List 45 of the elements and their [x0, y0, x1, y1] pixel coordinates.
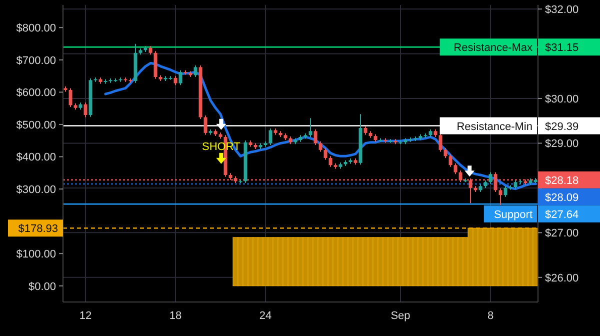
x-tick-label: 8 — [487, 310, 494, 322]
y-tick-label: $28.18 — [545, 174, 579, 187]
candlestick — [178, 70, 182, 86]
candlestick — [498, 188, 502, 206]
text: $28.09 — [545, 192, 579, 204]
candlestick — [68, 88, 72, 108]
y2-tick-label: $178.93 — [18, 223, 58, 236]
y2-tick-label: $700.00 — [16, 54, 56, 67]
x-tick-label: Sep — [390, 310, 410, 322]
candlestick — [308, 118, 312, 138]
candlestick — [318, 140, 322, 152]
y-tick-label: $31.15 — [545, 42, 579, 54]
candlestick — [84, 102, 88, 118]
x-tick-label: 24 — [259, 310, 272, 322]
candlestick — [328, 156, 332, 168]
y-tick-label: $26.00 — [545, 272, 579, 284]
candlestick — [444, 148, 448, 158]
candlestick — [488, 172, 492, 184]
candlestick — [454, 162, 458, 175]
x-tick-label: 12 — [79, 310, 92, 322]
y2-tick-label: $400.00 — [16, 152, 56, 164]
y2-tick-label: $500.00 — [16, 119, 56, 132]
x-tick-label: 18 — [169, 310, 182, 322]
y2-tick-label: $600.00 — [16, 87, 56, 100]
text: $27.64 — [545, 208, 579, 221]
candlestick — [438, 132, 442, 152]
y2-tick-label: $0.00 — [28, 280, 56, 293]
candlestick — [324, 148, 328, 160]
candlestick — [448, 154, 452, 168]
y2-tick-label: $300.00 — [16, 184, 56, 196]
y2-tick-label: $100.00 — [16, 248, 56, 261]
ref-line-label: Resistance-Min — [456, 120, 532, 133]
candlestick — [204, 114, 208, 136]
y-tick-label: $29.00 — [545, 138, 579, 150]
candlestick — [504, 186, 508, 198]
y-tick-label: $32.00 — [545, 4, 579, 16]
candlestick — [314, 128, 318, 146]
candlestick — [194, 64, 198, 78]
ref-line-label: Support — [494, 208, 532, 221]
y-tick-label: $30.00 — [545, 93, 579, 106]
y-tick-label: $29.39 — [545, 120, 579, 133]
y2-tick-label: $800.00 — [16, 22, 56, 35]
ref-line-label: Resistance-Max — [454, 42, 533, 54]
candlestick — [268, 128, 272, 146]
y-tick-label: $27.00 — [545, 228, 579, 240]
